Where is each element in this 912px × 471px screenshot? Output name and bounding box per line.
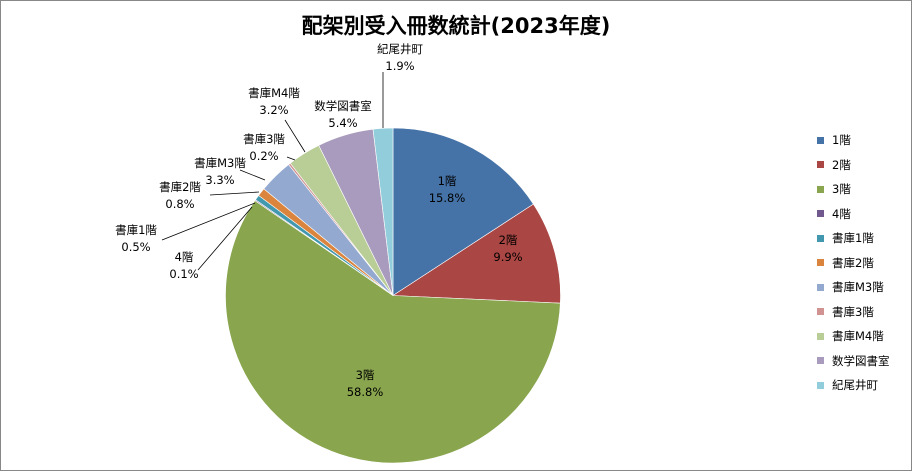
data-label-name-7: 書庫3階	[243, 132, 285, 146]
legend-swatch-2	[817, 185, 824, 193]
data-label-value-6: 3.3%	[205, 173, 234, 187]
leader-line-4	[161, 202, 256, 241]
legend-swatch-5	[817, 259, 824, 267]
leader-line-3	[197, 206, 253, 271]
pie-slice-10	[372, 127, 394, 296]
data-label-value-0: 15.8%	[429, 191, 466, 205]
legend-item-0: 1階	[817, 128, 890, 153]
data-label-value-2: 58.8%	[347, 385, 384, 399]
data-label-name-6: 書庫M3階	[194, 156, 246, 170]
data-label-name-9: 数学図書室	[314, 99, 372, 113]
pie-slice-0	[392, 127, 534, 297]
data-label-name-3: 4階	[175, 250, 194, 264]
legend-label-6: 書庫M3階	[832, 280, 884, 295]
legend-label-7: 書庫3階	[832, 304, 874, 319]
legend-swatch-10	[817, 381, 824, 389]
legend-item-8: 書庫M4階	[817, 324, 890, 349]
legend-label-3: 4階	[832, 206, 851, 221]
legend-swatch-0	[817, 136, 824, 144]
pie-slice-1	[392, 203, 561, 304]
legend-label-2: 3階	[832, 182, 851, 197]
data-label-name-10: 紀尾井町	[377, 42, 423, 56]
legend-item-5: 書庫2階	[817, 251, 890, 276]
data-label-value-5: 0.8%	[165, 197, 194, 211]
legend-item-4: 書庫1階	[817, 226, 890, 251]
data-label-name-1: 2階	[499, 233, 518, 247]
leader-line-7	[286, 156, 296, 161]
leader-line-6	[239, 169, 266, 181]
legend: 1階 2階 3階 4階書庫1階書庫2階書庫M3階書庫3階書庫M4階数学図書室紀尾井町	[817, 128, 890, 398]
legend-swatch-9	[817, 357, 824, 365]
legend-item-10: 紀尾井町	[817, 373, 890, 398]
data-label-value-8: 3.2%	[259, 103, 288, 117]
data-label-value-4: 0.5%	[121, 240, 150, 254]
legend-swatch-3	[817, 210, 824, 218]
legend-swatch-8	[817, 332, 824, 340]
data-label-name-0: 1階	[438, 174, 457, 188]
legend-label-5: 書庫2階	[832, 255, 874, 270]
legend-item-7: 書庫3階	[817, 300, 890, 325]
leader-line-5	[209, 191, 260, 196]
legend-label-0: 1階	[832, 133, 851, 148]
legend-swatch-4	[817, 234, 824, 242]
pie-slice-2	[225, 200, 561, 464]
data-label-value-3: 0.1%	[169, 267, 198, 281]
legend-label-9: 数学図書室	[832, 353, 890, 368]
data-label-name-8: 書庫M4階	[248, 86, 300, 100]
legend-item-1: 2階	[817, 153, 890, 178]
legend-item-3: 4階	[817, 202, 890, 227]
data-label-name-5: 書庫2階	[159, 180, 201, 194]
legend-swatch-7	[817, 308, 824, 316]
legend-item-9: 数学図書室	[817, 349, 890, 374]
legend-label-1: 2階	[832, 157, 851, 172]
leader-line-8	[284, 119, 306, 153]
legend-label-4: 書庫1階	[832, 231, 874, 246]
legend-label-10: 紀尾井町	[832, 378, 878, 393]
legend-label-8: 書庫M4階	[832, 329, 884, 344]
data-label-value-7: 0.2%	[249, 149, 278, 163]
data-label-name-4: 書庫1階	[115, 223, 157, 237]
data-label-value-9: 5.4%	[328, 116, 357, 130]
data-label-value-10: 1.9%	[385, 59, 414, 73]
legend-swatch-1	[817, 161, 824, 169]
legend-swatch-6	[817, 283, 824, 291]
chart-title: 配架別受入冊数統計(2023年度)	[301, 14, 611, 38]
data-label-name-2: 3階	[356, 368, 375, 382]
data-label-value-1: 9.9%	[493, 250, 522, 264]
legend-item-2: 3階	[817, 177, 890, 202]
legend-item-6: 書庫M3階	[817, 275, 890, 300]
